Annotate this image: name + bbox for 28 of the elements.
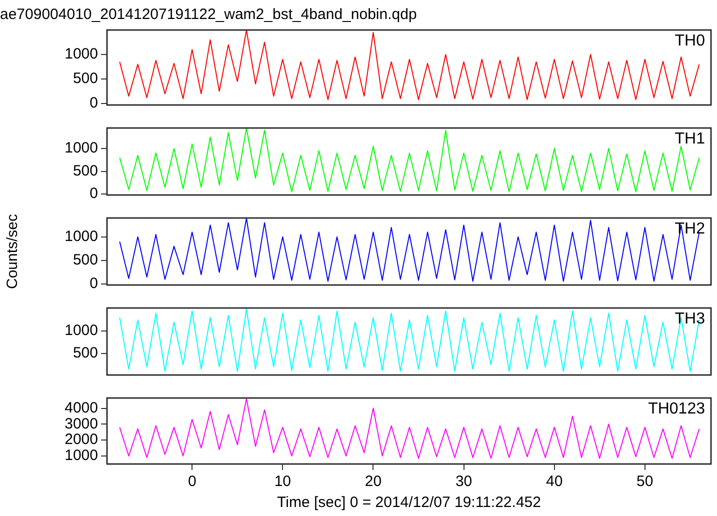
y-tick-label: 1000: [64, 140, 98, 157]
chart-title: ae709004010_20141207191122_wam2_bst_4band_nobin.qdp: [0, 6, 417, 24]
y-tick-label: 500: [72, 252, 98, 269]
x-tick-label: 50: [636, 473, 654, 490]
y-tick-label: 1000: [64, 228, 98, 246]
y-tick-label: 500: [72, 162, 98, 180]
y-tick-label: 0: [90, 94, 98, 112]
y-tick-label: 1000: [64, 447, 98, 464]
x-tick-label: 40: [546, 473, 563, 490]
series-label: TH1: [674, 130, 706, 148]
y-tick-label: 1000: [64, 46, 98, 63]
series-label: TH3: [674, 310, 706, 328]
y-tick-label: 2000: [64, 431, 98, 448]
x-axis-title: Time [sec] 0 = 2014/12/07 19:11:22.452: [277, 494, 541, 512]
x-tick-label: 30: [455, 473, 472, 490]
y-tick-label: 3000: [64, 415, 98, 432]
series-label: TH0: [674, 32, 706, 50]
y-tick-label: 0: [90, 185, 98, 202]
y-axis-title: Counts/sec: [4, 213, 22, 290]
y-tick-label: 1000: [64, 322, 98, 340]
x-tick-label: 20: [364, 473, 382, 490]
y-tick-label: 500: [72, 344, 98, 362]
x-tick-label: 10: [274, 473, 292, 490]
y-tick-label: 4000: [64, 399, 98, 416]
x-tick-label: 0: [188, 473, 196, 490]
y-tick-label: 0: [90, 275, 98, 292]
y-tick-label: 500: [72, 70, 98, 88]
series-label: TH0123: [648, 400, 706, 418]
